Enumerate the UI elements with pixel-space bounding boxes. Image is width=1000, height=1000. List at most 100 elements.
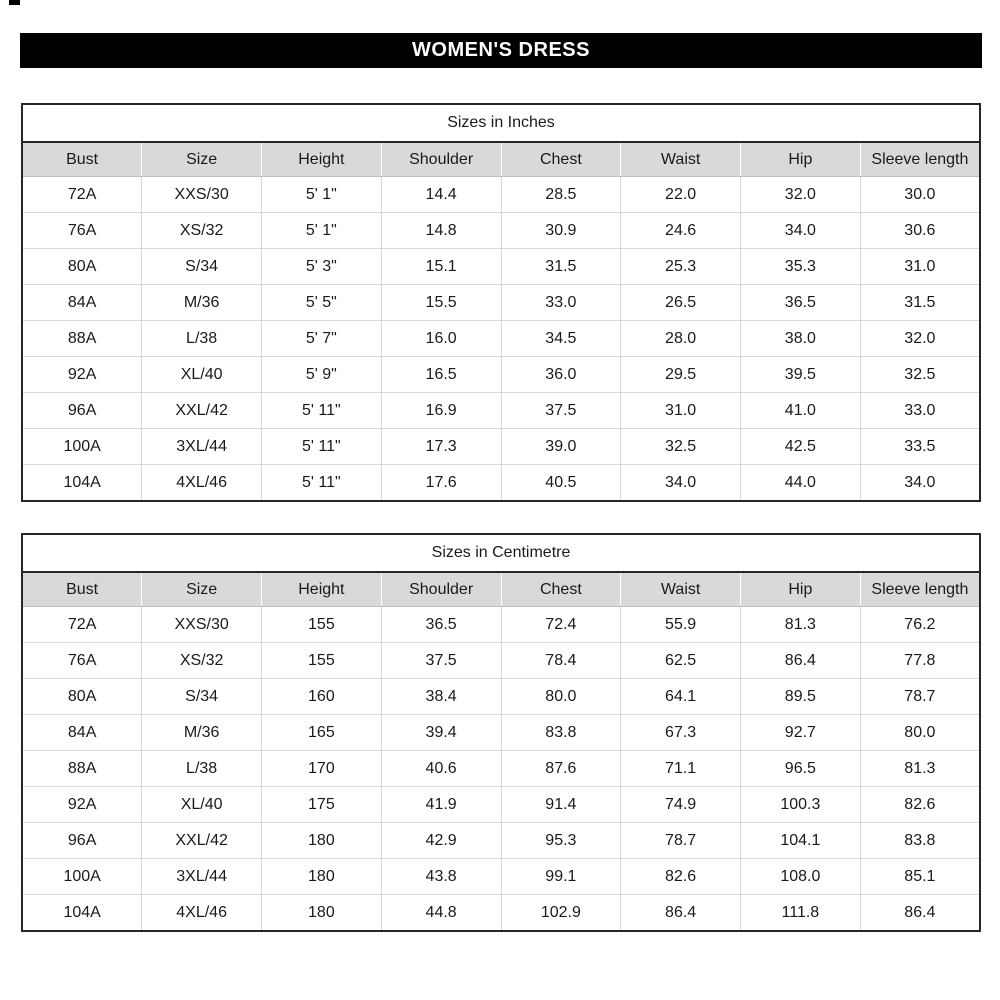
table-cell: 5' 5": [261, 284, 382, 321]
table-title-row: Sizes in Centimetre: [22, 534, 980, 573]
table-cell: 24.6: [620, 212, 741, 249]
table-cell: 4XL/46: [141, 464, 262, 501]
table-cell: 39.5: [740, 356, 861, 393]
table-cell: 78.4: [500, 642, 621, 679]
table-cell: 16.0: [380, 320, 501, 357]
table-cell: 80A: [22, 678, 142, 715]
table-cell: 35.3: [740, 248, 861, 285]
banner: WOMEN'S DRESS: [20, 33, 982, 68]
table-cell: 38.4: [380, 678, 501, 715]
table-cell: 34.5: [500, 320, 621, 357]
table-cell: 29.5: [620, 356, 741, 393]
table-cell: 72.4: [500, 606, 621, 643]
table-cell: 34.0: [620, 464, 741, 501]
table-row: 104A 4XL/46 5' 11" 17.6 40.5 34.0 44.0 34.0: [22, 464, 980, 501]
table-cell: 180: [261, 858, 382, 895]
table-cell: 26.5: [620, 284, 741, 321]
table-cell: 42.5: [740, 428, 861, 465]
table-row: 76A XS/32 5' 1" 14.8 30.9 24.6 34.0 30.6: [22, 212, 980, 249]
table-cell: 86.4: [859, 894, 980, 931]
table-cell: 104.1: [740, 822, 861, 859]
table-cell: 84A: [22, 284, 142, 321]
table-cell: S/34: [141, 678, 262, 715]
table-cell: 80.0: [500, 678, 621, 715]
table-cell: 62.5: [620, 642, 741, 679]
table-cell: 84A: [22, 714, 142, 751]
table-cell: 28.0: [620, 320, 741, 357]
table-cell: 72A: [22, 176, 142, 213]
table-cell: 41.0: [740, 392, 861, 429]
table-cell: 17.3: [380, 428, 501, 465]
column-header: Size: [141, 572, 262, 607]
table-row: 76A XS/32 155 37.5 78.4 62.5 86.4 77.8: [22, 642, 980, 679]
table-cell: 31.5: [500, 248, 621, 285]
table-cell: 88A: [22, 750, 142, 787]
table-cell: 33.0: [500, 284, 621, 321]
table-cell: 31.0: [620, 392, 741, 429]
table-cell: 82.6: [620, 858, 741, 895]
column-header: Bust: [22, 572, 142, 607]
table-cell: 41.9: [380, 786, 501, 823]
banner-title: WOMEN'S DRESS: [412, 39, 590, 61]
table-body: 72A XXS/30 155 36.5 72.4 55.9 81.3 76.2 76A XS/32…: [22, 606, 980, 931]
table-cell: 78.7: [859, 678, 980, 715]
table-cell: 81.3: [740, 606, 861, 643]
table-cell: 89.5: [740, 678, 861, 715]
table-cell: 155: [261, 606, 382, 643]
table-cell: 5' 9": [261, 356, 382, 393]
column-header: Height: [261, 142, 382, 177]
table-cell: 102.9: [500, 894, 621, 931]
table-cell: 100.3: [740, 786, 861, 823]
column-header: Shoulder: [380, 572, 501, 607]
table-cell: XL/40: [141, 786, 262, 823]
table-cell: 43.8: [380, 858, 501, 895]
table-cell: XS/32: [141, 212, 262, 249]
sizes-in-inches-table: Sizes in Inches Bust Size Height Shoulder Ch…: [21, 103, 981, 502]
table-row: 92A XL/40 175 41.9 91.4 74.9 100.3 82.6: [22, 786, 980, 823]
top-left-mark: [9, 0, 20, 5]
table-cell: XS/32: [141, 642, 262, 679]
table-cell: 44.8: [380, 894, 501, 931]
table-cell: 108.0: [740, 858, 861, 895]
table-cell: 85.1: [859, 858, 980, 895]
table-cell: L/38: [141, 320, 262, 357]
table-cell: 80A: [22, 248, 142, 285]
sizes-in-centimetre-table: Sizes in Centimetre Bust Size Height Should…: [21, 533, 981, 932]
table-cell: 25.3: [620, 248, 741, 285]
table-cell: 31.5: [859, 284, 980, 321]
table-cell: 4XL/46: [141, 894, 262, 931]
table-row: 84A M/36 165 39.4 83.8 67.3 92.7 80.0: [22, 714, 980, 751]
table-cell: 37.5: [380, 642, 501, 679]
table-cell: 76.2: [859, 606, 980, 643]
table-cell: 32.0: [740, 176, 861, 213]
table-title: Sizes in Inches: [22, 104, 980, 143]
table-cell: 39.0: [500, 428, 621, 465]
table-cell: M/36: [141, 714, 262, 751]
table-cell: 87.6: [500, 750, 621, 787]
table-cell: 3XL/44: [141, 428, 262, 465]
table-row: 80A S/34 160 38.4 80.0 64.1 89.5 78.7: [22, 678, 980, 715]
table-cell: 30.9: [500, 212, 621, 249]
table-cell: 3XL/44: [141, 858, 262, 895]
table-cell: 22.0: [620, 176, 741, 213]
column-header: Hip: [740, 142, 861, 177]
table-cell: 67.3: [620, 714, 741, 751]
table-cell: 160: [261, 678, 382, 715]
table-cell: 33.5: [859, 428, 980, 465]
table-row: 96A XXL/42 5' 11" 16.9 37.5 31.0 41.0 33.0: [22, 392, 980, 429]
table-cell: 42.9: [380, 822, 501, 859]
table-cell: 180: [261, 822, 382, 859]
table-cell: 17.6: [380, 464, 501, 501]
table-cell: 76A: [22, 212, 142, 249]
table-cell: 5' 11": [261, 428, 382, 465]
table-cell: 34.0: [859, 464, 980, 501]
table-cell: 30.0: [859, 176, 980, 213]
table-cell: 39.4: [380, 714, 501, 751]
table-row: 100A 3XL/44 5' 11" 17.3 39.0 32.5 42.5 33.5: [22, 428, 980, 465]
table-cell: 44.0: [740, 464, 861, 501]
table-cell: 33.0: [859, 392, 980, 429]
table-cell: 32.0: [859, 320, 980, 357]
column-header: Shoulder: [380, 142, 501, 177]
column-header: Size: [141, 142, 262, 177]
table-row: 72A XXS/30 155 36.5 72.4 55.9 81.3 76.2: [22, 606, 980, 643]
